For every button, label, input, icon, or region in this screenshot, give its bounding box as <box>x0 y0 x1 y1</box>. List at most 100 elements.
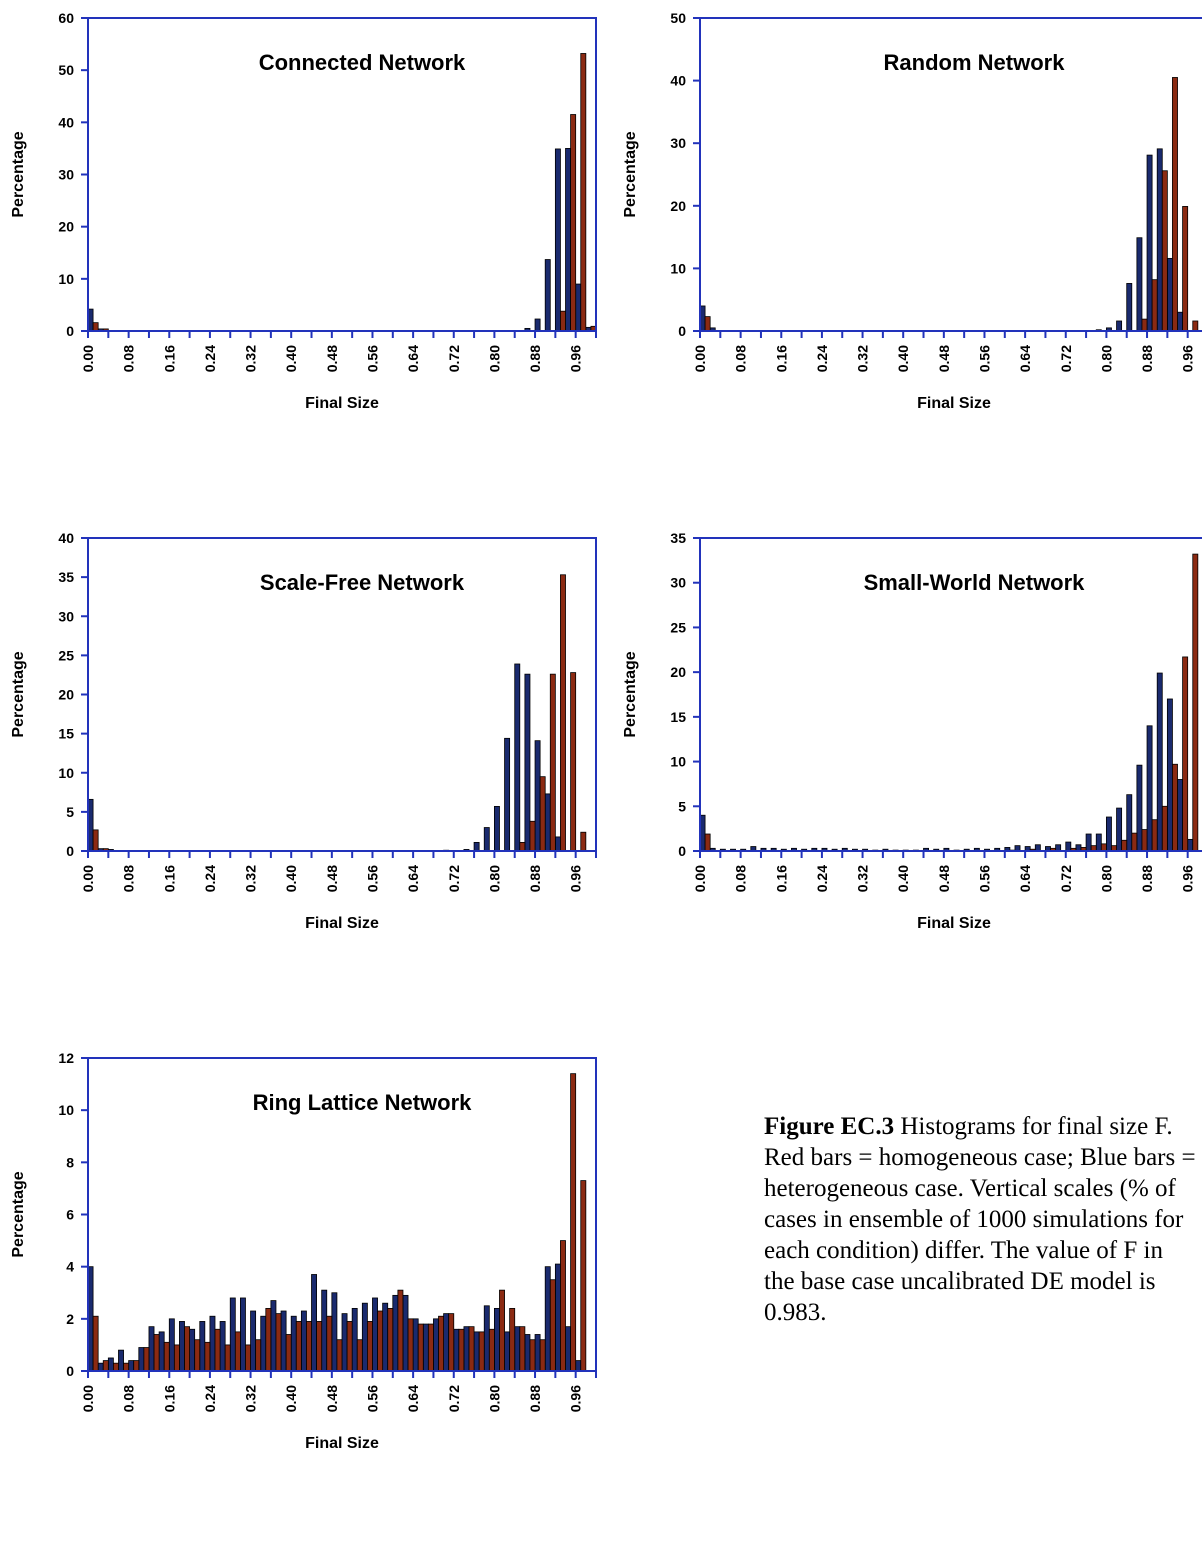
chart-title: Scale-Free Network <box>260 570 465 595</box>
homogeneous-bar <box>539 776 546 852</box>
heterogeneous-bar <box>1156 148 1163 332</box>
homogeneous-bar <box>133 1360 140 1372</box>
heterogeneous-bar <box>1116 807 1123 852</box>
homogeneous-bar <box>549 1279 556 1372</box>
figure-caption: Figure EC.3 Histograms for final size F.… <box>764 1111 1198 1328</box>
chart-title: Connected Network <box>259 50 466 75</box>
heterogeneous-bar <box>534 1334 541 1372</box>
homogeneous-bar <box>580 831 587 852</box>
homogeneous-bar <box>570 672 577 852</box>
heterogeneous-bar <box>239 1297 246 1372</box>
y-tick-label: 60 <box>58 10 74 26</box>
homogeneous-bar <box>184 1326 191 1372</box>
homogeneous-bar <box>265 1307 272 1372</box>
homogeneous-bar <box>488 1328 495 1372</box>
x-tick-label: 0.56 <box>364 345 380 372</box>
heterogeneous-bar <box>575 1360 582 1372</box>
heterogeneous-bar <box>1146 154 1153 332</box>
heterogeneous-bar <box>128 1360 135 1372</box>
heterogeneous-bar <box>1065 841 1072 852</box>
heterogeneous-bar <box>524 673 531 852</box>
homogeneous-bar <box>1131 832 1138 852</box>
x-tick-label: 0.72 <box>446 865 462 892</box>
heterogeneous-bar <box>483 827 490 852</box>
x-tick-label: 0.32 <box>855 345 871 372</box>
x-tick-label: 0.64 <box>405 1385 421 1412</box>
heterogeneous-bar <box>1177 779 1184 852</box>
homogeneous-bar <box>295 1321 302 1372</box>
homogeneous-bar <box>580 53 587 332</box>
homogeneous-bar <box>570 114 577 332</box>
y-tick-label: 25 <box>58 647 74 663</box>
y-tick-label: 0 <box>66 323 74 339</box>
y-tick-label: 40 <box>58 114 74 130</box>
x-tick-label: 0.72 <box>1058 865 1074 892</box>
y-axis-label: Percentage <box>10 131 27 217</box>
x-tick-label: 0.00 <box>692 865 708 892</box>
x-tick-label: 0.64 <box>405 345 421 372</box>
y-tick-label: 30 <box>670 135 686 151</box>
x-tick-label: 0.16 <box>161 1385 177 1412</box>
x-tick-label: 0.24 <box>814 345 830 372</box>
homogeneous-bar <box>387 1307 394 1372</box>
x-tick-label: 0.08 <box>121 865 137 892</box>
y-axis-label: Percentage <box>622 651 639 737</box>
x-tick-label: 0.96 <box>568 1385 584 1412</box>
y-tick-label: 50 <box>670 10 686 26</box>
x-tick-label: 0.16 <box>773 345 789 372</box>
heterogeneous-bar <box>412 1318 419 1372</box>
homogeneous-bar <box>346 1321 353 1372</box>
homogeneous-bar <box>499 1289 505 1372</box>
heterogeneous-bar <box>443 1313 450 1372</box>
x-tick-label: 0.48 <box>324 345 340 372</box>
homogeneous-bar <box>560 310 566 332</box>
x-tick-label: 0.48 <box>936 865 952 892</box>
heterogeneous-bar <box>321 1289 328 1372</box>
heterogeneous-bar <box>97 1362 104 1372</box>
homogeneous-bar <box>92 322 99 332</box>
heterogeneous-bar <box>118 1349 124 1372</box>
heterogeneous-bar <box>1085 833 1092 852</box>
heterogeneous-bar <box>1166 257 1173 332</box>
homogeneous-bar <box>448 1313 455 1372</box>
x-tick-label: 0.80 <box>1098 345 1114 372</box>
homogeneous-bar <box>1182 656 1189 852</box>
heterogeneous-bar <box>351 1307 358 1372</box>
homogeneous-bar <box>102 1360 109 1372</box>
heterogeneous-bar <box>544 1266 551 1372</box>
heterogeneous-bar <box>290 1315 297 1372</box>
homogeneous-bar <box>1192 320 1199 332</box>
y-tick-label: 10 <box>670 260 686 276</box>
heterogeneous-bar <box>504 737 511 852</box>
homogeneous-bar <box>427 1323 434 1372</box>
x-tick-label: 0.56 <box>976 345 992 372</box>
homogeneous-bar <box>1151 819 1158 852</box>
homogeneous-bar <box>1182 206 1189 332</box>
x-tick-label: 0.00 <box>80 1385 96 1412</box>
y-tick-label: 20 <box>58 219 74 235</box>
x-tick-label: 0.88 <box>527 865 543 892</box>
heterogeneous-bar <box>575 283 582 332</box>
heterogeneous-bar <box>189 1328 196 1372</box>
x-tick-label: 0.16 <box>773 865 789 892</box>
homogeneous-bar <box>1172 77 1178 332</box>
heterogeneous-bar <box>148 1326 155 1372</box>
heterogeneous-bar <box>534 318 541 332</box>
homogeneous-bar <box>560 574 566 852</box>
homogeneous-bar <box>417 1323 424 1372</box>
homogeneous-bar <box>275 1313 282 1372</box>
heterogeneous-bar <box>1187 838 1194 852</box>
heterogeneous-bar <box>463 1326 470 1372</box>
heterogeneous-bar <box>514 663 521 852</box>
x-axis-label: Final Size <box>917 395 991 412</box>
x-tick-label: 0.56 <box>364 865 380 892</box>
heterogeneous-bar <box>341 1313 348 1372</box>
homogeneous-bar <box>245 1344 251 1372</box>
homogeneous-bar <box>704 316 711 332</box>
x-tick-label: 0.40 <box>895 345 911 372</box>
x-axis-label: Final Size <box>917 915 991 932</box>
chart-title: Random Network <box>884 50 1066 75</box>
y-tick-label: 5 <box>66 804 74 820</box>
homogeneous-bar <box>549 673 556 852</box>
homogeneous-bar <box>113 1362 119 1372</box>
